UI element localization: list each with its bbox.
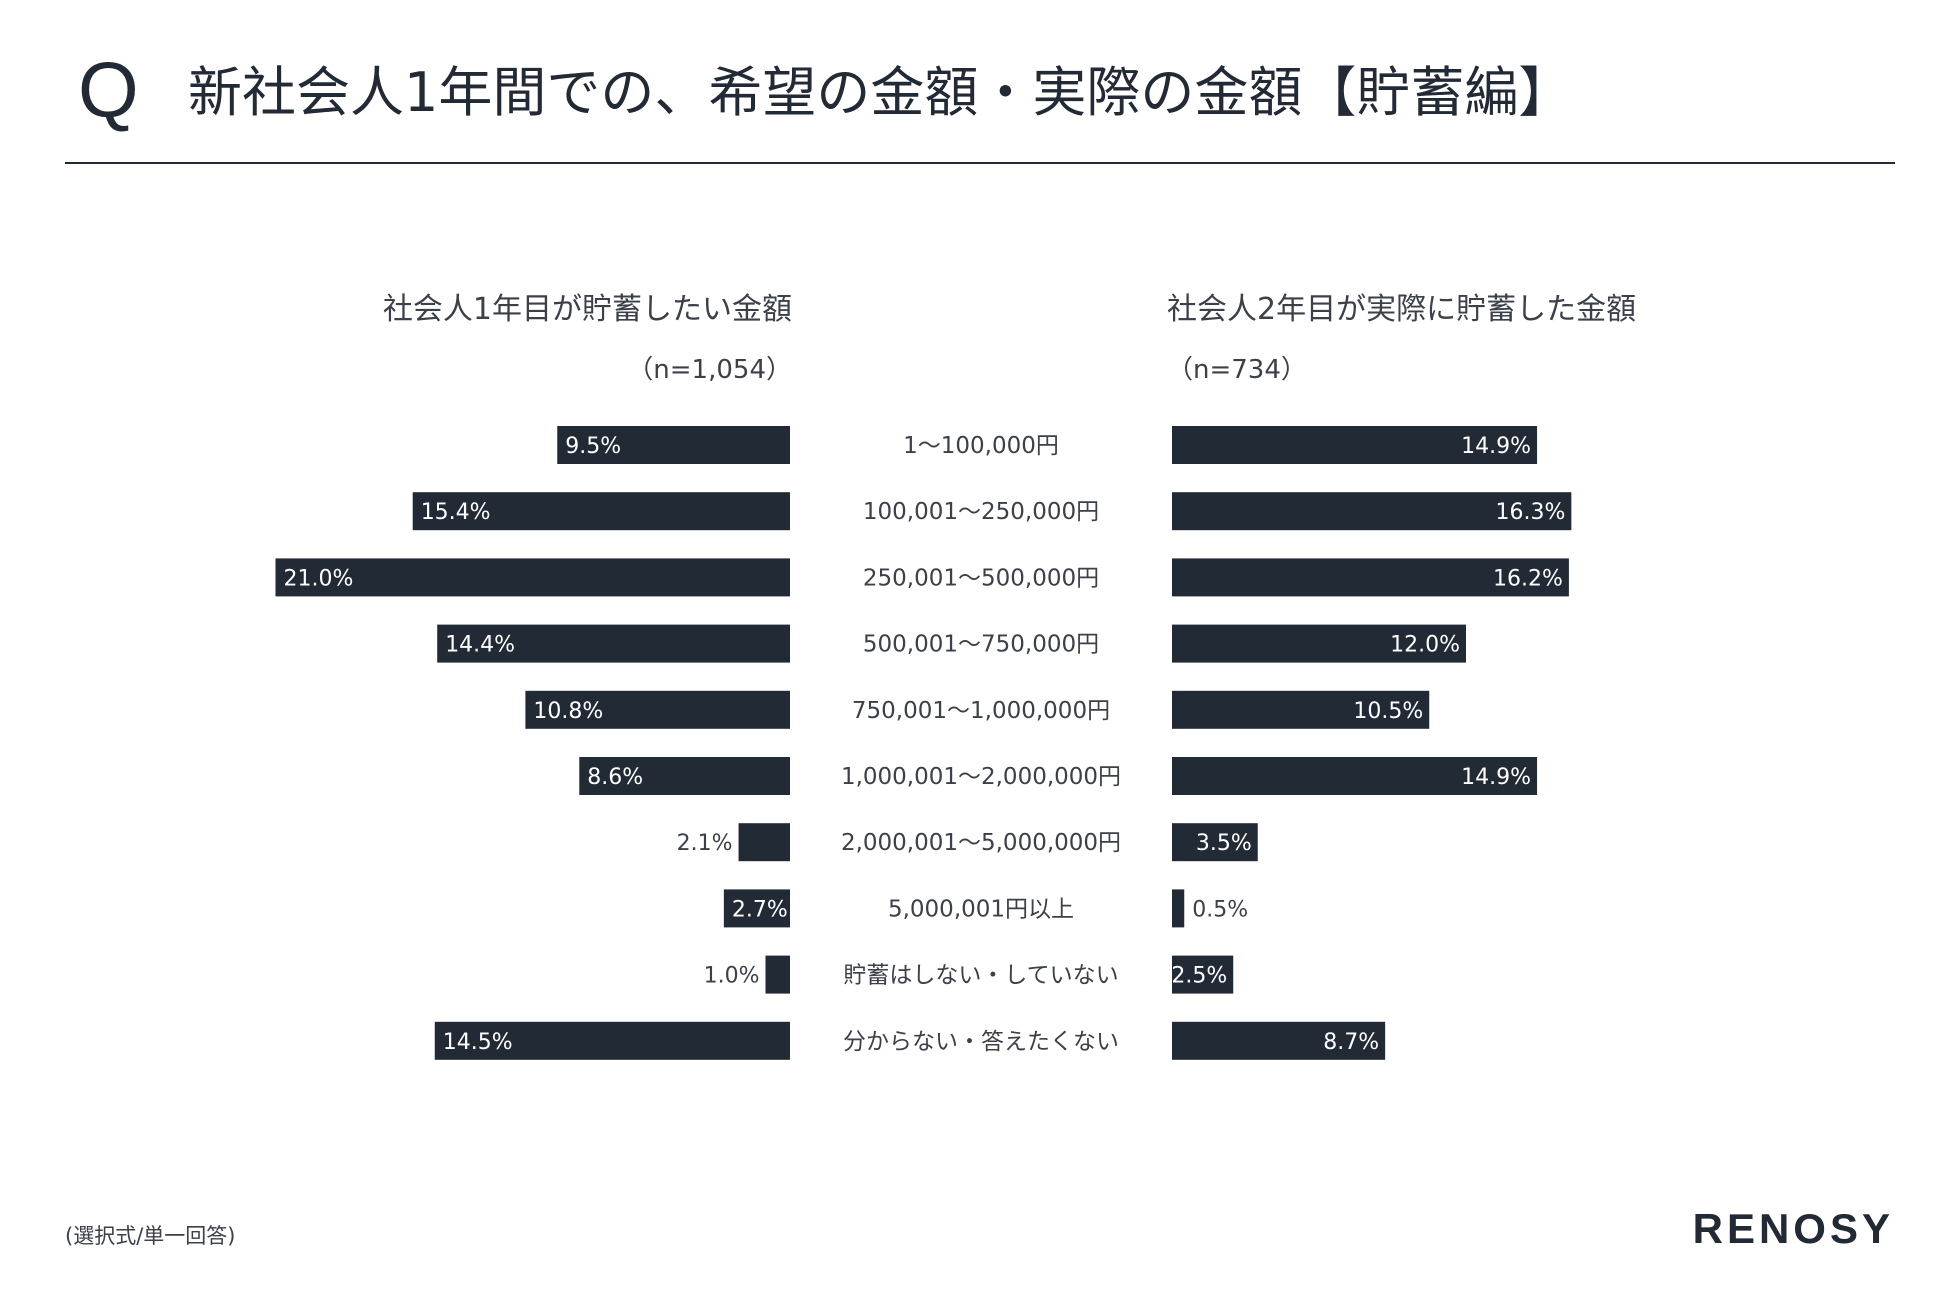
left-bar-value-label: 21.0% [284, 566, 354, 591]
left-bar [723, 889, 790, 928]
right-bar-value-label: 2.5% [1171, 964, 1227, 989]
left-bar [579, 757, 790, 795]
right-bar-value-label: 8.7% [1323, 1030, 1379, 1055]
category-label: 500,001〜750,000円 [863, 632, 1099, 658]
left-bar-value-label: 2.7% [732, 897, 788, 922]
title-divider [65, 162, 1895, 164]
left-bar-value-label: 14.4% [445, 633, 515, 658]
category-label: 貯蓄はしない・していない [843, 963, 1118, 989]
left-bar-value-label: 8.6% [587, 765, 643, 790]
right-bar-value-label: 0.5% [1192, 897, 1248, 922]
right-bar-value-label: 14.9% [1461, 765, 1531, 790]
left-bar-value-label: 9.5% [565, 434, 621, 459]
right-bar [1172, 558, 1569, 597]
left-bar-value-label: 15.4% [421, 500, 491, 525]
left-bar-value-label: 10.8% [533, 699, 603, 724]
left-sample-size: （n=1,054） [627, 355, 792, 385]
category-label: 100,001〜250,000円 [863, 499, 1099, 525]
right-bar [1172, 889, 1185, 928]
left-bar [412, 492, 790, 531]
left-panel-title: 社会人1年目が貯蓄したい金額 [382, 292, 792, 327]
category-label: 2,000,001〜5,000,000円 [841, 830, 1121, 856]
left-bar [765, 955, 790, 994]
right-panel-title: 社会人2年目が実際に貯蓄した金額 [1167, 292, 1637, 327]
right-bar [1172, 757, 1538, 795]
question-mark: Q [78, 46, 139, 134]
right-bar-value-label: 16.2% [1493, 566, 1563, 591]
page-title: 新社会人1年間での、希望の金額・実際の金額【貯蓄編】 [188, 61, 1573, 124]
right-bar [1172, 624, 1466, 663]
left-bar [738, 823, 790, 862]
right-bar [1172, 492, 1572, 531]
right-bar [1172, 1021, 1386, 1060]
right-bar [1172, 955, 1234, 994]
left-bar [557, 426, 790, 464]
left-bar [275, 558, 790, 597]
right-bar [1172, 823, 1258, 862]
renosy-logo: RENOSY [1692, 1205, 1894, 1252]
left-bar-value-label: 2.1% [677, 831, 733, 856]
category-label: 250,001〜500,000円 [863, 565, 1099, 591]
right-bar-value-label: 10.5% [1353, 699, 1423, 724]
right-sample-size: （n=734） [1167, 355, 1307, 385]
left-bar-value-label: 1.0% [704, 964, 760, 989]
right-bar-value-label: 12.0% [1390, 633, 1460, 658]
right-bar-value-label: 14.9% [1461, 434, 1531, 459]
left-bar [434, 1021, 790, 1060]
right-bar [1172, 690, 1430, 729]
category-label: 分からない・答えたくない [843, 1029, 1119, 1055]
left-bar [525, 690, 790, 729]
category-label: 1,000,001〜2,000,000円 [841, 764, 1121, 790]
category-label: 5,000,001円以上 [888, 896, 1074, 922]
category-label: 750,001〜1,000,000円 [852, 698, 1110, 724]
left-bar-value-label: 14.5% [443, 1030, 513, 1055]
category-label: 1〜100,000円 [903, 433, 1059, 459]
answer-format-note: (選択式/単一回答) [65, 1224, 236, 1248]
right-bar [1172, 426, 1538, 464]
right-bar-value-label: 3.5% [1196, 831, 1252, 856]
right-bar-value-label: 16.3% [1495, 500, 1565, 525]
left-bar [437, 624, 790, 663]
